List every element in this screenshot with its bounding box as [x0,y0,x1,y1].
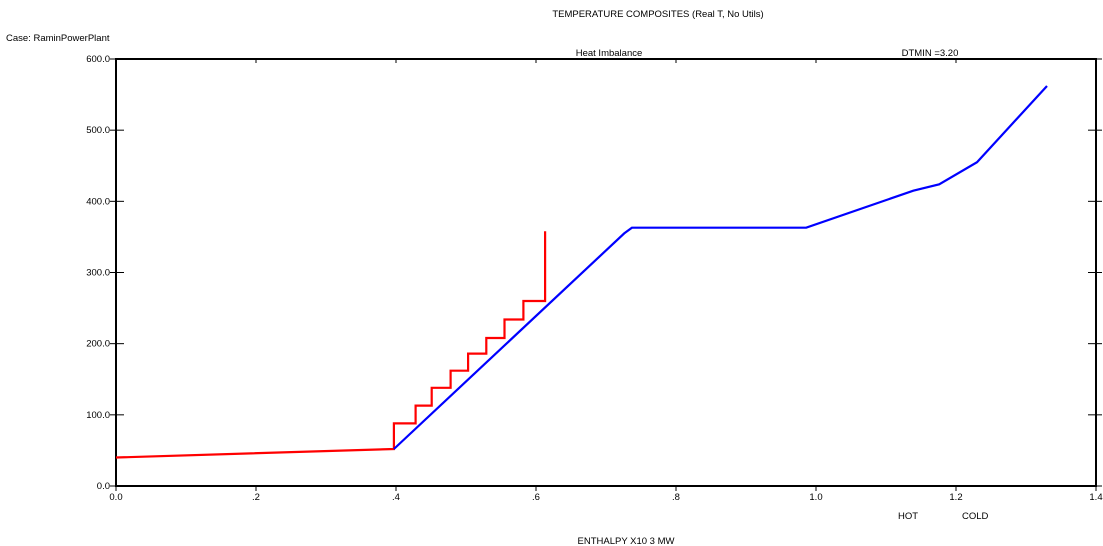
y-tick-label: 300.0 [86,268,110,279]
y-tick-label: 200.0 [86,339,110,350]
x-tick-label: 1.0 [809,492,822,503]
x-tick-label: 0.0 [109,492,122,503]
x-tick-label: .2 [252,492,260,503]
y-axis-ticks: 0.0 100.0 200.0 300.0 400.0 500.0 600.0 [86,54,1102,492]
x-tick-label: .4 [392,492,400,503]
y-tick-label: 0.0 [97,481,110,492]
legend-hot: HOT [898,511,918,522]
y-tick-label: 100.0 [86,410,110,421]
y-tick-label: 600.0 [86,54,110,65]
y-tick-label: 400.0 [86,196,110,207]
y-tick-label: 500.0 [86,125,110,136]
x-axis-label: ENTHALPY X10 3 MW [578,536,675,546]
case-label: Case: RaminPowerPlant [6,33,110,44]
dtmin-label: DTMIN =3.20 [902,48,959,59]
x-tick-label: 1.4 [1089,492,1102,503]
series-lines [115,85,1048,459]
legend-cold: COLD [962,511,989,522]
series-hot-line [115,231,547,459]
x-tick-label: .8 [672,492,680,503]
x-tick-label: .6 [532,492,540,503]
x-tick-label: 1.2 [949,492,962,503]
plot-frame [115,58,1097,487]
chart-title: TEMPERATURE COMPOSITES (Real T, No Utils… [552,9,763,20]
series-cold-line [393,85,1048,450]
heat-imbalance-warning: Heat Imbalance [576,48,643,59]
x-axis-ticks: 0.0 .2 .4 .6 .8 1.0 1.2 1.4 [109,59,1103,503]
